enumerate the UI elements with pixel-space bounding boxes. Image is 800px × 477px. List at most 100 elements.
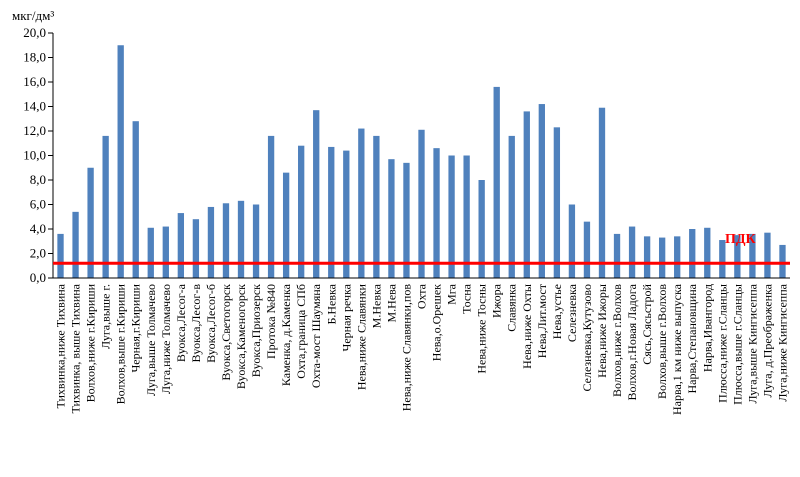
x-tick-label: Протока №840	[264, 284, 278, 359]
bar	[658, 237, 666, 278]
bar	[147, 227, 154, 278]
y-tick-label: 8,0	[30, 172, 46, 187]
bar	[282, 172, 290, 278]
x-tick-label: Нева,устье	[550, 284, 564, 339]
bar	[764, 232, 771, 278]
bar	[373, 135, 380, 278]
x-tick-label: Тихвинка, выше Тихвина	[69, 283, 83, 413]
bar	[132, 121, 139, 278]
bar	[538, 104, 545, 278]
x-tick-label: Черная,г.Кириши	[129, 283, 143, 372]
bar	[523, 111, 530, 279]
x-tick-label: Вуокса,Лесог-в	[189, 284, 203, 363]
bar	[72, 211, 79, 278]
y-tick-label: 10,0	[23, 148, 46, 163]
bar	[779, 244, 786, 278]
x-tick-label: Вуокса,Лесог-а	[174, 283, 188, 362]
bar	[87, 167, 94, 278]
x-tick-label: Вуокса,Приозерск	[249, 284, 263, 377]
x-tick-label: Нарва,1 км ниже выпуска	[670, 283, 684, 415]
bar	[222, 203, 230, 278]
x-tick-label: Б.Невка	[324, 283, 338, 324]
bar	[252, 204, 260, 278]
x-tick-label: Вуокса,Светогорск	[219, 284, 233, 381]
bar	[643, 236, 651, 278]
bar	[674, 236, 681, 278]
y-tick-label: 20,0	[23, 25, 46, 40]
y-tick-label: 18,0	[23, 50, 46, 65]
bar	[613, 233, 621, 278]
x-tick-label: Охта-мост Шаумяна	[309, 283, 323, 388]
x-tick-label: Славянка	[505, 283, 519, 331]
bar	[388, 159, 395, 278]
x-tick-label: Нева,ниже Славянки,пов	[399, 284, 413, 412]
bar	[418, 129, 425, 278]
y-tick-label: 16,0	[23, 74, 46, 89]
x-tick-label: Черная речка	[339, 283, 353, 351]
bar	[568, 204, 576, 278]
bar	[433, 148, 440, 278]
y-tick-label: 4,0	[30, 221, 46, 236]
bar	[463, 155, 470, 278]
bar	[192, 219, 200, 278]
x-tick-label: Луга,выше г.	[99, 284, 113, 349]
bar	[493, 86, 500, 279]
x-tick-label: Луга,выше Толмачево	[144, 284, 158, 396]
bar	[734, 235, 741, 278]
bar	[343, 150, 350, 278]
x-tick-label: Луга,ниже Толмачево	[159, 284, 173, 394]
x-axis-labels: Тихвинка,ниже Тихвина Тихвинка, выше Тихв…	[54, 283, 790, 415]
x-tick-label: М.Нева	[384, 283, 398, 322]
bar	[358, 128, 365, 278]
bar	[749, 233, 756, 278]
x-tick-label: Волхов,ниже г.Кириши	[84, 283, 98, 402]
x-tick-label: Селезневка	[565, 283, 579, 342]
y-tick-label: 2,0	[30, 246, 46, 261]
x-tick-label: Нева,ниже Ижоры	[595, 284, 609, 378]
bar	[448, 155, 455, 278]
x-tick-label: Луга,выше Кингисеппа	[745, 283, 759, 403]
x-tick-label: Нева,ниже Тосны	[475, 284, 489, 374]
x-tick-label: Нева,ниже Охты	[520, 284, 534, 369]
y-tick-label: 6,0	[30, 197, 46, 212]
x-tick-label: Вуокса,Лесог-б	[204, 284, 218, 363]
y-tick-label: 0,0	[30, 270, 46, 285]
bar	[177, 213, 185, 278]
bar	[598, 107, 606, 278]
bar	[328, 146, 335, 278]
x-tick-label: Каменка, д.Каменка	[279, 283, 293, 386]
bar	[478, 180, 485, 278]
bar	[403, 162, 410, 278]
bar	[237, 200, 245, 278]
x-tick-label: Волхов,выше г.Кириши	[114, 283, 128, 404]
x-tick-label: Сясь,Сясьстрой	[640, 283, 654, 364]
x-tick-label: Волхов,ниже г.Волхов	[610, 284, 624, 397]
bar	[298, 145, 305, 278]
bar	[583, 221, 591, 278]
bar	[162, 226, 169, 278]
x-tick-label: Волхов,выше г.Волхов	[655, 284, 669, 399]
bar	[102, 135, 109, 278]
x-tick-label: Плюсса,выше г.Сланцы	[730, 284, 744, 405]
bar	[628, 226, 636, 278]
pdk-reference-label: ПДК	[725, 232, 757, 247]
x-tick-label: Нарва,Ивангород	[700, 284, 714, 372]
x-tick-label: Нева,о.Орешек	[430, 284, 444, 361]
unit-label: мкг/дм³	[12, 8, 54, 23]
x-tick-label: Нева,Лит.мост	[535, 283, 549, 358]
bar	[704, 227, 711, 278]
bar	[313, 110, 320, 278]
x-tick-label: Луга, д.Преображенка	[760, 283, 774, 397]
bar	[553, 127, 561, 278]
y-axis-ticks: 0,0 2,0 4,0 6,0 8,0 10,0 12,0 14,0 16,0 18,0 20,0	[23, 25, 53, 285]
x-tick-label: Тосна	[460, 283, 474, 313]
y-tick-label: 14,0	[23, 99, 46, 114]
y-tick-label: 12,0	[23, 123, 46, 138]
x-tick-label: Мга	[445, 283, 459, 305]
x-tick-label: Нарва,Степановщина	[685, 283, 699, 393]
bar	[508, 135, 515, 278]
bar	[117, 45, 124, 278]
x-tick-label: Нева,ниже Славянки	[354, 283, 368, 390]
